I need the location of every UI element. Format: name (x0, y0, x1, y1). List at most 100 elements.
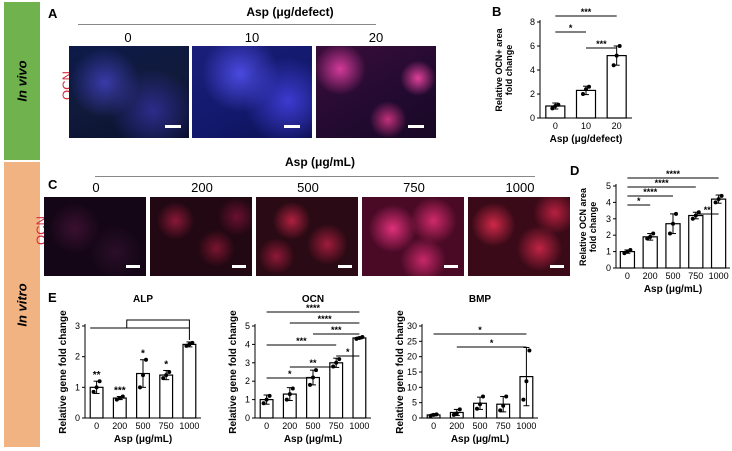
data-point (284, 397, 289, 402)
bar (159, 374, 174, 419)
y-tick-label: 1 (75, 382, 80, 392)
y-tick-label: 30 (407, 321, 417, 331)
panel-a-header-rule (78, 24, 376, 25)
bar (352, 337, 367, 419)
x-tick-label: 200 (282, 421, 297, 431)
data-point (498, 408, 503, 413)
panel-c-conc-0: 0 (92, 180, 100, 195)
data-point (138, 385, 142, 390)
y-axis-label: Relative OCN+ area (494, 27, 504, 111)
significance-label: ** (704, 205, 712, 215)
data-point (625, 249, 630, 254)
x-tick-label: 200 (449, 421, 464, 431)
data-point (651, 231, 656, 236)
y-axis-label: Relative gene fold change (228, 310, 239, 434)
y-tick-label: 4 (530, 65, 535, 75)
data-point (267, 393, 272, 398)
x-tick-label: 750 (496, 421, 511, 431)
panel-letter-e: E (48, 290, 57, 305)
data-point (94, 385, 99, 390)
bar-significance-label: * (164, 359, 168, 370)
x-tick-label: 750 (159, 421, 174, 431)
data-point (334, 360, 339, 365)
y-tick-label: 25 (407, 336, 417, 346)
significance-label: **** (306, 303, 321, 313)
data-point (614, 53, 619, 58)
x-axis-label: Asp (μg/mL) (284, 434, 342, 445)
data-point (287, 392, 292, 397)
panel-c-conc-4: 1000 (505, 180, 535, 195)
data-point (504, 394, 509, 399)
data-point (645, 236, 650, 241)
x-tick-label: 500 (665, 271, 680, 281)
micrograph-a-1 (192, 46, 312, 138)
data-point (481, 394, 485, 399)
data-point (331, 364, 336, 369)
y-tick-label: 8 (530, 17, 535, 27)
y-tick-label: 0 (530, 113, 535, 123)
y-tick-label: 6 (530, 41, 535, 51)
significance-label: * (478, 325, 482, 335)
scale-bar (284, 125, 300, 128)
data-point (527, 348, 532, 353)
data-point (550, 106, 555, 111)
y-tick-label: 15 (407, 367, 417, 377)
data-point (611, 63, 616, 68)
significance-label: ** (309, 358, 317, 368)
data-point (141, 373, 145, 378)
chart-title: ALP (133, 294, 153, 305)
bar (112, 397, 127, 419)
y-tick-label: 3 (75, 321, 80, 331)
chart-b: 0 2 4 6 8 0 10 20 Asp (μg/defect) Relative OCN+ a… (494, 7, 632, 145)
micrograph-c-4 (468, 197, 570, 276)
panel-c-header-rule (95, 176, 535, 177)
panel-a-header: Asp (μg/defect) (246, 5, 334, 19)
data-point (584, 87, 588, 92)
x-tick-label: 750 (329, 421, 344, 431)
chart-e-alp: ALP 0 1 2 3 0 ** 200 *** 500 * 750 * 1000 Asp (μg/mL) R… (58, 294, 201, 445)
bar (329, 362, 344, 419)
y-axis-label: Relative gene fold change (395, 310, 406, 434)
significance-label: *** (596, 39, 607, 49)
panel-c-conc-1: 200 (191, 180, 213, 195)
y-tick-label: 0 (75, 413, 80, 423)
y-tick-label: 2 (530, 89, 535, 99)
data-point (556, 102, 561, 107)
y-tick-label: 20 (407, 352, 417, 362)
data-point (553, 104, 558, 108)
x-axis-label: Asp (μg/mL) (114, 434, 172, 445)
significance-label: **** (666, 169, 681, 179)
data-point (719, 193, 724, 198)
data-point (264, 397, 269, 402)
data-point (431, 412, 436, 417)
data-point (261, 401, 266, 406)
micrograph-c-0 (44, 197, 146, 276)
panel-letter-a: A (48, 6, 58, 21)
significance-label: * (637, 196, 641, 206)
x-tick-label: 500 (135, 421, 150, 431)
data-point (114, 397, 119, 402)
data-point (716, 197, 721, 202)
x-tick-label: 0 (264, 421, 269, 431)
chart-title: BMP (469, 294, 492, 305)
micrograph-c-1 (150, 197, 252, 276)
x-axis-label: Asp (μg/mL) (644, 284, 702, 294)
panel-a-conc-0: 0 (124, 30, 132, 45)
data-point (337, 357, 342, 362)
data-point (434, 412, 439, 417)
y-axis-label: fold change (588, 202, 598, 253)
panel-letter-c: C (48, 177, 58, 192)
significance-label: **** (643, 187, 658, 197)
scale-bar (408, 125, 424, 128)
y-tick-label: 0 (245, 413, 250, 423)
x-tick-label: 0 (625, 271, 630, 281)
scale-bar (232, 265, 246, 268)
y-tick-label: 2 (245, 376, 250, 386)
significance-label: * (569, 23, 573, 33)
x-tick-label: 200 (112, 421, 127, 431)
scale-bar (126, 265, 140, 268)
x-axis-label: Asp (μg/mL) (451, 434, 509, 445)
data-point (451, 412, 456, 417)
x-tick-label: 500 (472, 421, 487, 431)
x-tick-label: 1000 (179, 421, 199, 431)
